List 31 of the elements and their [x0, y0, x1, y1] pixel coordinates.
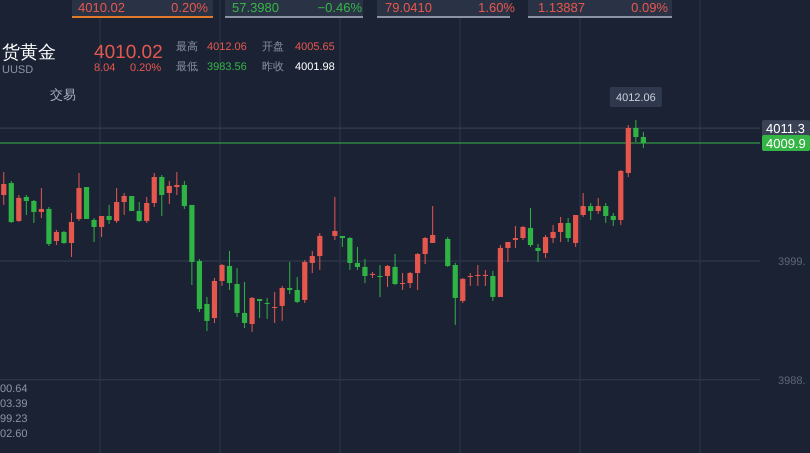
annotation: 4010.02 [78, 0, 125, 15]
annotation: 1.60% [478, 0, 516, 15]
annotation: 开盘 [262, 41, 284, 53]
annotation: 00.64 [0, 383, 28, 395]
annotation: 4005.65 [295, 41, 335, 53]
y-tick-label: 3988. [778, 374, 806, 387]
annotation: 4001.98 [295, 61, 335, 73]
annotation: 交易 [50, 87, 76, 102]
y-tick-label: 3999. [778, 256, 806, 268]
annotation: 3983.56 [207, 61, 247, 73]
annotation: −0.46% [318, 0, 362, 15]
annotation: 0.20% [130, 62, 162, 74]
annotation: 8.04 [94, 62, 116, 74]
annotation: 货黄金 [2, 42, 56, 62]
annotation: 0.20% [171, 0, 208, 15]
annotation: 99.23 [0, 413, 28, 425]
annotation: 57.3980 [232, 0, 279, 15]
annotation: 03.39 [0, 398, 28, 410]
annotation: 最低 [176, 61, 198, 73]
ref-line-label: 4011.3 [766, 121, 805, 136]
annotation: 02.60 [0, 428, 28, 440]
annotation: 4010.02 [94, 42, 163, 63]
annotation: 4012.06 [207, 41, 247, 53]
annotation: 1.13887 [538, 0, 585, 15]
annotation: 0.09% [631, 0, 668, 15]
ref-line-label: 4009.9 [766, 136, 806, 151]
annotation: 4012.06 [616, 92, 656, 104]
annotation: UUSD [2, 64, 34, 76]
annotation: 最高 [176, 40, 198, 53]
annotation: 昨收 [262, 61, 284, 73]
annotation: 79.0410 [385, 0, 432, 15]
